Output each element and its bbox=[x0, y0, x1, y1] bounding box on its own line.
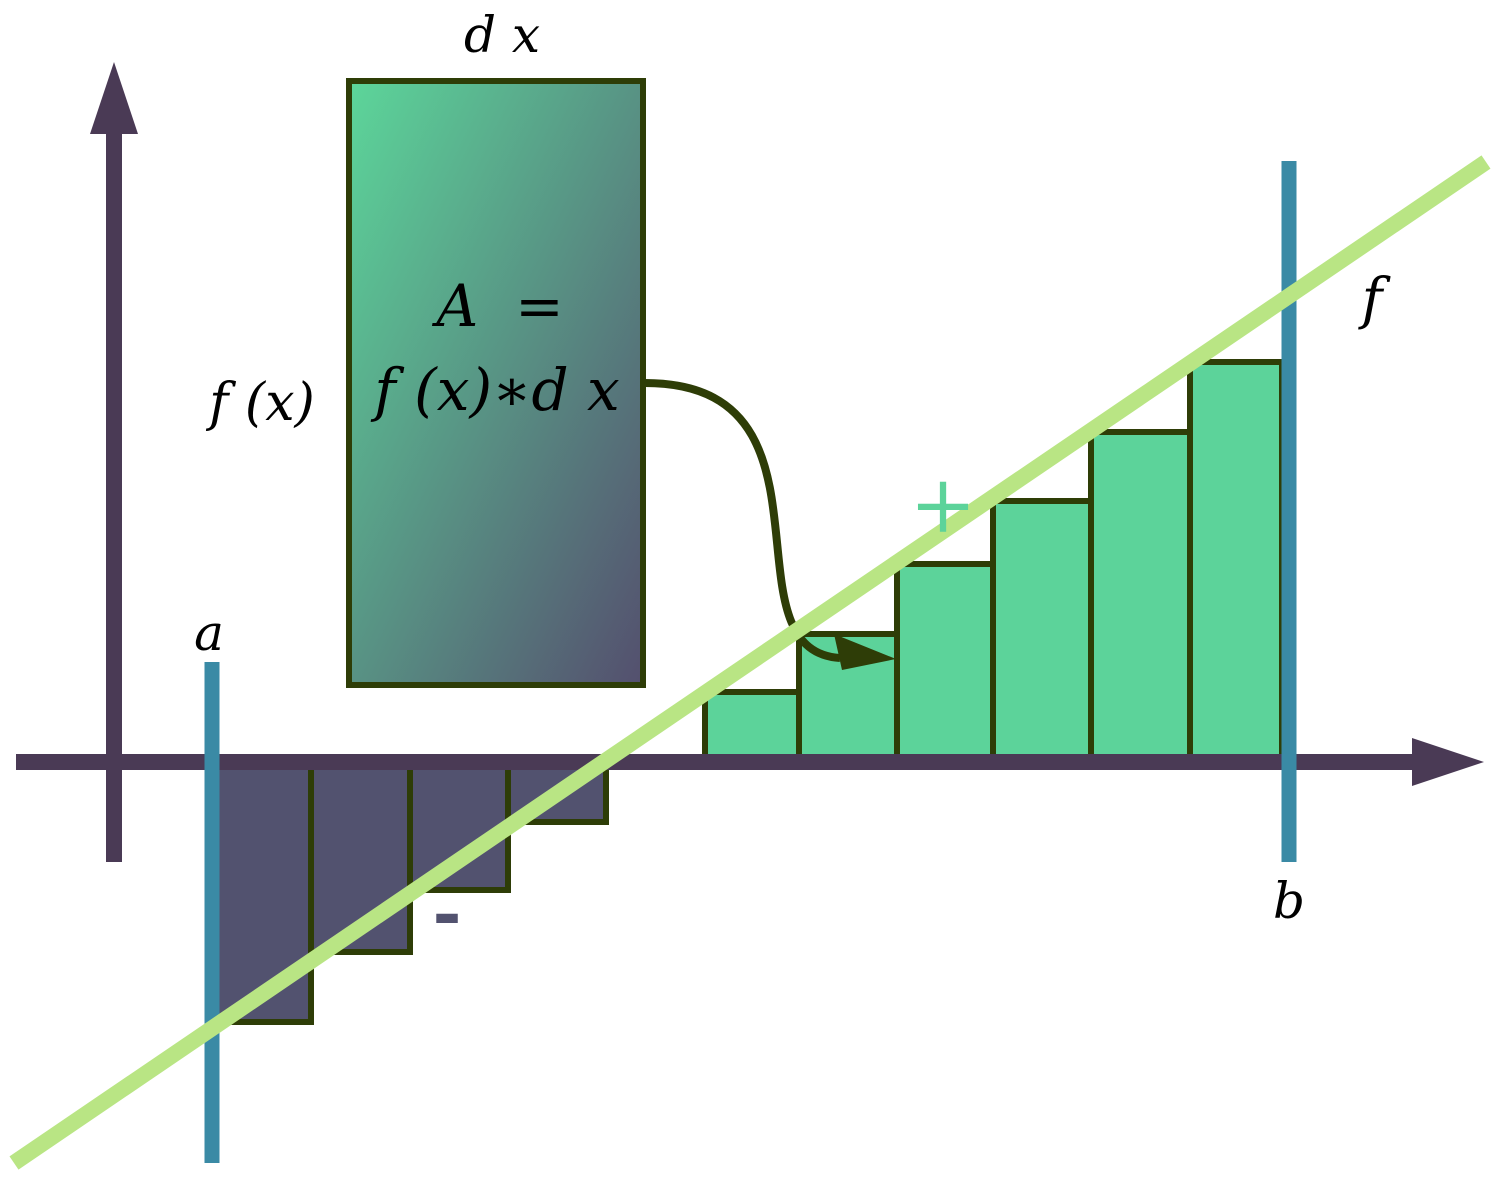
x-axis-arrow-icon bbox=[1412, 738, 1484, 786]
y-axis-arrow-icon bbox=[90, 62, 138, 134]
area-formula-line-2: f (x)∗d x bbox=[370, 356, 620, 424]
area-rectangle bbox=[346, 78, 646, 688]
b-label: b bbox=[1273, 872, 1305, 930]
curved-arrow-head-icon bbox=[834, 634, 896, 670]
dx-label: d x bbox=[464, 6, 540, 64]
positive-rect-6 bbox=[1187, 359, 1285, 765]
negative-rect-1 bbox=[209, 759, 314, 1025]
f-label: f bbox=[1358, 267, 1392, 332]
plus-sign: + bbox=[909, 458, 976, 551]
axes bbox=[16, 62, 1484, 862]
function-line bbox=[9, 155, 1491, 1170]
positive-rect-1 bbox=[702, 689, 802, 765]
positive-rect-4 bbox=[990, 498, 1094, 765]
area-formula-line-1: A = bbox=[431, 272, 563, 340]
minus-sign: - bbox=[432, 871, 461, 954]
positive-rectangles bbox=[702, 359, 1285, 765]
positive-rect-5 bbox=[1088, 429, 1193, 765]
fx-label: f (x) bbox=[205, 373, 315, 433]
a-label: a bbox=[194, 604, 224, 662]
positive-rect-3 bbox=[894, 561, 996, 765]
curved-arrow bbox=[644, 379, 841, 662]
